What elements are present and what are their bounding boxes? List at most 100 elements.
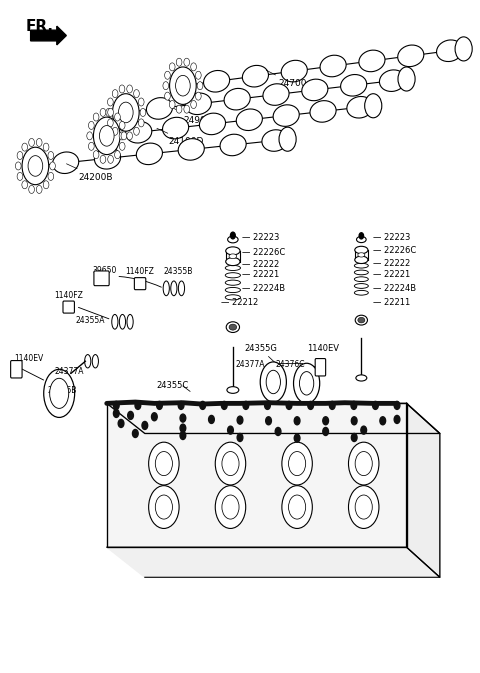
Circle shape (228, 426, 233, 434)
Ellipse shape (236, 109, 263, 131)
Circle shape (195, 92, 201, 100)
Ellipse shape (358, 253, 365, 257)
Circle shape (351, 401, 357, 409)
Ellipse shape (380, 70, 406, 92)
Ellipse shape (220, 134, 246, 155)
Text: — 22211: — 22211 (373, 298, 410, 307)
Circle shape (119, 102, 133, 122)
Circle shape (119, 132, 125, 140)
Circle shape (100, 108, 106, 116)
Ellipse shape (302, 79, 328, 101)
Circle shape (17, 151, 23, 160)
Circle shape (380, 417, 385, 425)
Ellipse shape (225, 287, 240, 293)
Circle shape (180, 431, 186, 439)
Circle shape (197, 81, 203, 90)
Circle shape (329, 401, 335, 409)
Ellipse shape (226, 258, 240, 266)
Circle shape (398, 67, 415, 91)
Circle shape (120, 142, 125, 150)
Circle shape (176, 58, 182, 66)
Circle shape (88, 142, 94, 150)
Ellipse shape (199, 113, 226, 135)
Circle shape (113, 409, 119, 417)
Circle shape (48, 172, 54, 180)
Ellipse shape (356, 375, 367, 381)
Circle shape (191, 100, 196, 108)
Ellipse shape (92, 355, 98, 368)
Ellipse shape (171, 281, 177, 295)
Ellipse shape (398, 45, 424, 67)
Circle shape (180, 424, 186, 432)
Ellipse shape (310, 101, 336, 122)
Ellipse shape (359, 50, 385, 72)
Circle shape (365, 94, 382, 118)
Circle shape (22, 143, 27, 151)
Ellipse shape (84, 355, 91, 368)
Ellipse shape (225, 280, 240, 285)
Circle shape (348, 486, 379, 528)
Ellipse shape (228, 273, 238, 277)
Circle shape (178, 401, 184, 409)
Ellipse shape (357, 271, 366, 275)
Ellipse shape (126, 121, 152, 143)
Circle shape (138, 119, 144, 127)
Circle shape (36, 185, 42, 193)
Circle shape (169, 100, 175, 108)
Circle shape (394, 401, 400, 409)
Ellipse shape (341, 75, 367, 96)
Circle shape (372, 401, 378, 409)
Circle shape (323, 427, 328, 435)
Circle shape (17, 172, 23, 180)
Text: 1140EV: 1140EV (307, 344, 338, 353)
Circle shape (184, 105, 190, 113)
Circle shape (15, 162, 21, 170)
Ellipse shape (354, 270, 368, 275)
Circle shape (152, 413, 157, 421)
Ellipse shape (320, 55, 346, 77)
Circle shape (119, 85, 125, 93)
Circle shape (237, 433, 243, 441)
Circle shape (142, 421, 148, 429)
Ellipse shape (224, 88, 250, 110)
Circle shape (222, 495, 239, 519)
Text: 24100D: 24100D (157, 129, 204, 146)
Text: 24377A: 24377A (235, 359, 265, 369)
Circle shape (294, 417, 300, 425)
Text: 24376B: 24376B (48, 386, 77, 395)
FancyBboxPatch shape (94, 271, 109, 285)
Text: — 22224B: — 22224B (242, 284, 286, 293)
Circle shape (282, 442, 312, 485)
Ellipse shape (357, 277, 366, 281)
Circle shape (156, 401, 162, 409)
Circle shape (135, 401, 141, 409)
Text: — 22224B: — 22224B (373, 284, 416, 293)
Circle shape (43, 143, 49, 151)
Circle shape (156, 495, 172, 519)
Polygon shape (107, 403, 407, 547)
Circle shape (132, 429, 138, 437)
Circle shape (237, 416, 243, 424)
Circle shape (118, 419, 124, 427)
Polygon shape (407, 403, 440, 577)
Circle shape (288, 495, 306, 519)
Circle shape (138, 98, 144, 106)
Ellipse shape (300, 371, 314, 395)
Circle shape (282, 486, 312, 528)
Ellipse shape (355, 256, 368, 264)
Circle shape (140, 108, 146, 116)
Circle shape (455, 37, 472, 61)
FancyBboxPatch shape (63, 301, 74, 313)
Ellipse shape (294, 363, 320, 403)
Circle shape (163, 81, 168, 90)
Circle shape (133, 90, 139, 98)
Ellipse shape (262, 130, 288, 151)
Ellipse shape (228, 288, 238, 292)
Circle shape (264, 401, 270, 409)
Circle shape (266, 417, 271, 425)
Circle shape (127, 132, 132, 140)
Circle shape (221, 401, 227, 409)
Text: — 22222: — 22222 (373, 259, 410, 268)
Ellipse shape (354, 263, 368, 268)
Circle shape (22, 147, 48, 184)
